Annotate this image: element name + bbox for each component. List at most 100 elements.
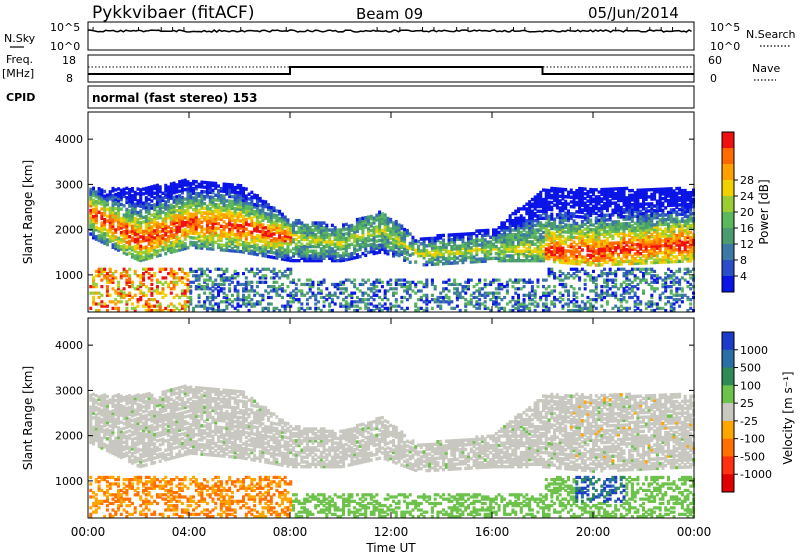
power-cell	[319, 240, 323, 244]
power-cell	[119, 293, 123, 297]
power-cell	[603, 239, 607, 243]
power-cell	[133, 207, 137, 211]
power-cell	[219, 229, 223, 233]
power-cell	[600, 246, 604, 251]
power-cell	[283, 248, 287, 252]
power-cell	[447, 302, 451, 306]
power-cell	[580, 208, 584, 212]
power-cell	[267, 231, 271, 235]
power-cell	[205, 195, 209, 199]
power-cell	[425, 298, 429, 302]
power-cell	[347, 238, 351, 242]
power-cell	[142, 278, 146, 282]
power-cell	[153, 205, 157, 210]
power-cell	[478, 278, 482, 282]
power-cell	[605, 206, 609, 210]
power-cell	[158, 237, 162, 241]
power-cell	[522, 228, 526, 232]
power-cell	[211, 228, 215, 232]
power-cell	[536, 302, 540, 306]
power-cell	[600, 285, 604, 289]
power-cell	[528, 295, 532, 300]
power-cell	[292, 221, 296, 225]
power-cell	[603, 260, 607, 265]
power-cell	[189, 198, 193, 202]
power-cell	[594, 218, 598, 223]
power-cell	[94, 291, 98, 295]
power-cell	[255, 267, 259, 271]
power-cell	[467, 248, 471, 253]
power-cell	[344, 289, 348, 293]
power-cell	[175, 272, 179, 276]
power-cell	[464, 246, 468, 250]
power-cell	[322, 228, 326, 232]
power-cell	[472, 238, 476, 243]
power-cell	[255, 212, 259, 217]
power-cell	[205, 223, 209, 227]
power-cell	[180, 219, 184, 223]
power-cell	[580, 203, 584, 207]
power-cell	[594, 211, 598, 216]
power-cell	[94, 228, 98, 232]
power-cell	[386, 252, 390, 256]
power-cell	[436, 248, 440, 252]
power-cell	[464, 241, 468, 246]
power-cell	[305, 251, 309, 256]
power-cell	[630, 269, 634, 274]
power-cell	[519, 218, 523, 223]
power-cell	[239, 226, 243, 230]
power-cell	[236, 190, 240, 195]
power-cell	[544, 209, 548, 214]
power-cell	[189, 236, 193, 240]
power-cell	[255, 226, 259, 231]
power-cell	[242, 193, 246, 198]
power-cell	[500, 298, 504, 302]
power-cell	[378, 302, 382, 306]
power-cell	[530, 221, 534, 225]
power-cell	[286, 274, 290, 278]
power-cell	[514, 258, 518, 263]
power-cell	[283, 269, 287, 274]
power-cell	[541, 240, 545, 244]
power-cell	[186, 199, 190, 203]
power-cell	[133, 209, 137, 213]
power-cell	[128, 280, 132, 284]
power-cell	[364, 241, 368, 246]
power-cell	[128, 223, 132, 227]
power-cell	[225, 208, 229, 213]
power-cell	[578, 238, 582, 243]
power-cell	[508, 278, 512, 282]
power-cell	[372, 218, 376, 223]
power-cell	[347, 306, 351, 310]
power-cell	[219, 194, 223, 198]
power-cell	[289, 249, 293, 253]
power-cell	[103, 194, 107, 198]
power-cell	[114, 195, 118, 199]
power-cell	[200, 234, 204, 239]
power-cell	[389, 234, 393, 238]
power-cell	[625, 300, 629, 304]
power-cell	[467, 302, 471, 306]
power-cell	[625, 308, 629, 313]
power-cell	[444, 280, 448, 284]
power-cell	[455, 251, 459, 256]
power-cell	[97, 227, 101, 231]
power-cell	[272, 215, 276, 220]
power-cell	[417, 249, 421, 253]
power-cell	[128, 246, 132, 251]
power-cell	[361, 240, 365, 244]
power-cell	[586, 215, 590, 220]
power-cell	[92, 276, 96, 280]
power-cell	[147, 209, 151, 213]
power-cell	[183, 308, 187, 313]
power-cell	[603, 194, 607, 199]
power-cell	[483, 257, 487, 261]
power-cell	[442, 240, 446, 245]
power-cell	[572, 202, 576, 207]
power-cell	[492, 242, 495, 246]
power-cell	[211, 195, 215, 200]
power-cell	[386, 237, 390, 242]
power-cell	[269, 289, 273, 293]
power-cell	[314, 251, 318, 256]
power-cell	[339, 254, 343, 258]
